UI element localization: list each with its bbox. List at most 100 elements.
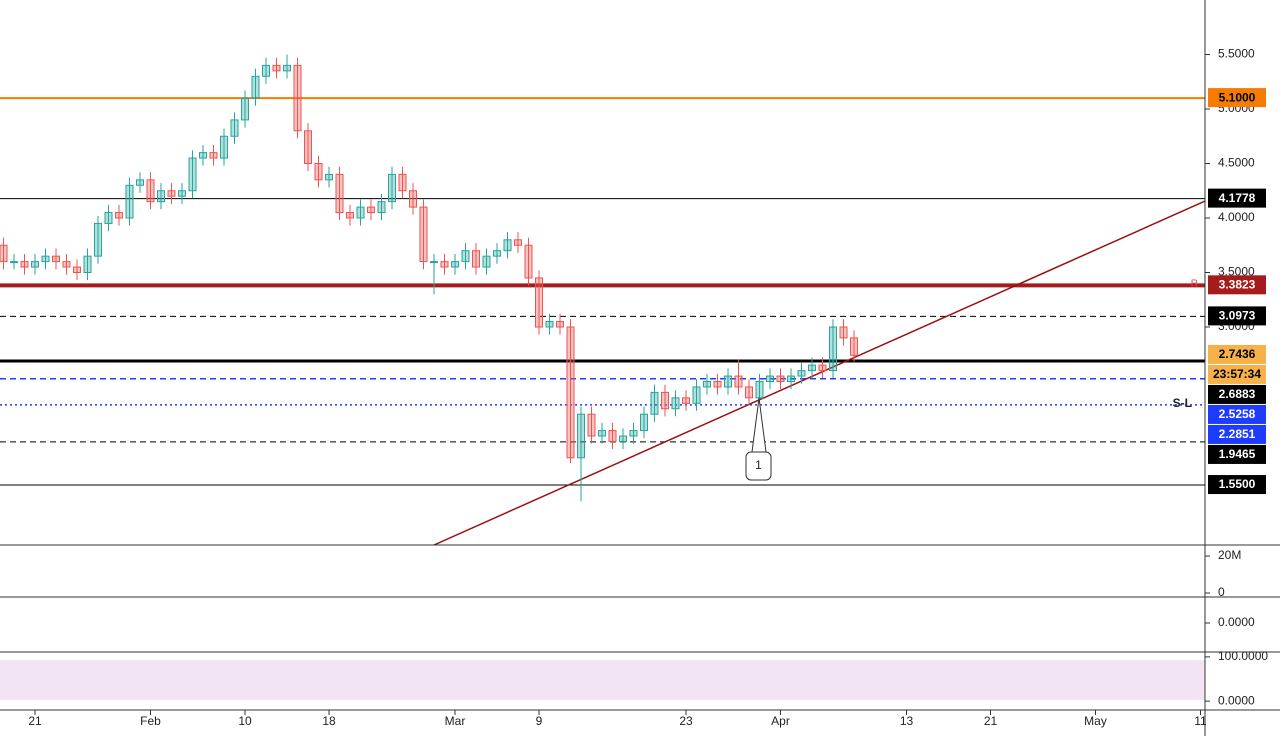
x-tick-label: Mar	[445, 714, 466, 728]
candle-body	[818, 364, 827, 372]
rsi-band	[0, 660, 1205, 700]
candle-body	[209, 152, 218, 159]
candle-body	[745, 386, 753, 399]
candle-body	[335, 173, 344, 214]
candle-body	[724, 375, 732, 388]
candle-body	[461, 250, 470, 263]
candle-body	[398, 173, 407, 192]
candle-body	[388, 173, 396, 203]
x-tick-label: 11	[1194, 714, 1207, 728]
candle-body	[346, 212, 354, 219]
candle-body	[241, 97, 249, 121]
candle-body	[262, 64, 270, 77]
y-tick-label: 0	[1218, 585, 1225, 599]
candle-body	[797, 370, 806, 377]
candle-body	[62, 261, 71, 268]
candle-body	[440, 261, 449, 268]
candle-body	[94, 222, 102, 257]
candle-body	[598, 430, 606, 437]
price-label: 2.6883	[1219, 387, 1256, 401]
candle-body	[430, 261, 438, 264]
price-label: 2.5258	[1219, 407, 1256, 421]
candle-body	[755, 381, 764, 399]
main-pane	[0, 54, 1205, 545]
y-tick-label: 3.5000	[1218, 265, 1255, 279]
candle-body	[577, 413, 585, 459]
price-label-bg	[1208, 404, 1266, 424]
candle-body	[178, 190, 186, 197]
candle-body	[31, 261, 39, 268]
candle-body	[808, 364, 816, 372]
candle-body	[776, 375, 785, 382]
candle-body	[713, 381, 722, 388]
candle-body	[52, 255, 60, 263]
candle-body	[692, 386, 701, 404]
candle-body	[356, 206, 365, 219]
candle-body	[10, 261, 18, 264]
candle-body	[136, 179, 144, 186]
candle-body	[157, 190, 165, 203]
price-label-bg	[1208, 444, 1266, 464]
candle-body	[41, 255, 50, 263]
price-label: 3.0973	[1219, 309, 1256, 323]
candle-body	[314, 163, 323, 181]
candle-body	[556, 321, 564, 328]
candle-body	[682, 397, 690, 404]
x-tick-label: 9	[536, 714, 543, 728]
y-tick-label: 5.5000	[1218, 47, 1255, 61]
candle-body	[104, 212, 113, 224]
candle-body	[703, 381, 711, 388]
candle-body	[419, 206, 428, 263]
candle-body	[850, 337, 858, 356]
candle-body	[167, 190, 176, 197]
candle-body	[535, 277, 543, 328]
candle-body	[283, 64, 291, 72]
candle-body	[661, 391, 669, 410]
candle-body	[671, 397, 680, 410]
candle-body	[472, 250, 480, 268]
candle-body	[199, 152, 207, 159]
x-tick-label: 23	[679, 714, 693, 728]
price-label-bg	[1208, 88, 1266, 108]
candle-body	[503, 239, 512, 252]
candle-body	[629, 430, 638, 437]
resistance-marker: R	[1191, 279, 1198, 290]
candle-body	[514, 239, 522, 246]
candle-body	[640, 413, 648, 432]
x-tick-label: 10	[238, 714, 252, 728]
candle-body	[545, 321, 554, 328]
candle-body	[451, 261, 459, 268]
x-tick-label: 18	[322, 714, 336, 728]
countdown-label: 23:57:34	[1213, 367, 1261, 381]
candle-body	[73, 266, 81, 273]
candle-body	[493, 250, 501, 257]
candle-body	[829, 326, 837, 372]
x-tick-label: 13	[900, 714, 914, 728]
candle-body	[293, 64, 302, 132]
price-label-bg	[1208, 275, 1266, 295]
price-label-bg	[1208, 306, 1266, 326]
candle-body	[0, 244, 8, 263]
stop-loss-label: S-L	[1173, 396, 1192, 410]
x-tick-label: Apr	[771, 714, 790, 728]
price-label: 3.3823	[1219, 278, 1256, 292]
candle-body	[115, 212, 123, 219]
price-label: 4.1778	[1219, 191, 1256, 205]
candle-body	[188, 157, 197, 192]
y-tick-label: 0.0000	[1218, 615, 1255, 629]
price-label-bg	[1208, 344, 1266, 364]
candle-body	[766, 375, 774, 382]
candle-body	[146, 179, 155, 203]
candle-body	[608, 430, 617, 442]
x-tick-label: Feb	[140, 714, 161, 728]
y-tick-label: 4.0000	[1218, 210, 1255, 224]
candle-body	[587, 413, 596, 437]
candle-body	[272, 64, 281, 72]
price-label: 1.9465	[1219, 447, 1256, 461]
callout-text: 1	[755, 458, 762, 472]
candle-body	[251, 75, 260, 99]
candle-body	[734, 375, 743, 388]
price-label-bg	[1208, 475, 1266, 495]
